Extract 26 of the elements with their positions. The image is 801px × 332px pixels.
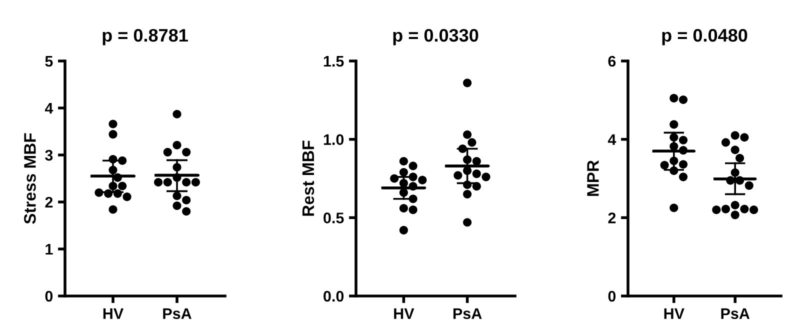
y-tick-label: 2 <box>608 212 616 224</box>
y-tick-label: 5 <box>45 56 53 67</box>
y-tick-label: 1 <box>46 244 53 255</box>
chart-title: p = 0.0480 <box>662 28 748 46</box>
chart-title: p = 0.0330 <box>393 28 478 46</box>
y-tick-label: 0.5 <box>324 212 344 224</box>
y-tick-label: 1.0 <box>324 134 344 146</box>
x-tick-label: HV <box>394 308 414 319</box>
x-tick-label: PsA <box>453 308 482 320</box>
y-tick-label: 0.0 <box>324 290 344 302</box>
y-tick-label: 3 <box>45 150 53 161</box>
y-axis-title: MPR <box>587 160 599 196</box>
y-tick-label: 0 <box>45 290 53 302</box>
x-tick-label: HV <box>664 308 684 319</box>
y-axis-title: Rest MBF <box>302 140 314 216</box>
y-tick-label: 2 <box>45 196 53 208</box>
y-tick-label: 1.5 <box>324 56 344 67</box>
y-tick-label: 4 <box>608 134 616 145</box>
chart-title: p = 0.8781 <box>102 28 188 46</box>
y-axis-title: Stress MBF <box>24 133 36 224</box>
x-tick-label: PsA <box>721 308 750 320</box>
y-tick-label: 0 <box>608 290 616 302</box>
x-tick-label: PsA <box>163 308 192 320</box>
y-tick-label: 4 <box>44 103 54 114</box>
x-tick-label: HV <box>103 308 124 319</box>
y-tick-label: 6 <box>608 56 616 67</box>
